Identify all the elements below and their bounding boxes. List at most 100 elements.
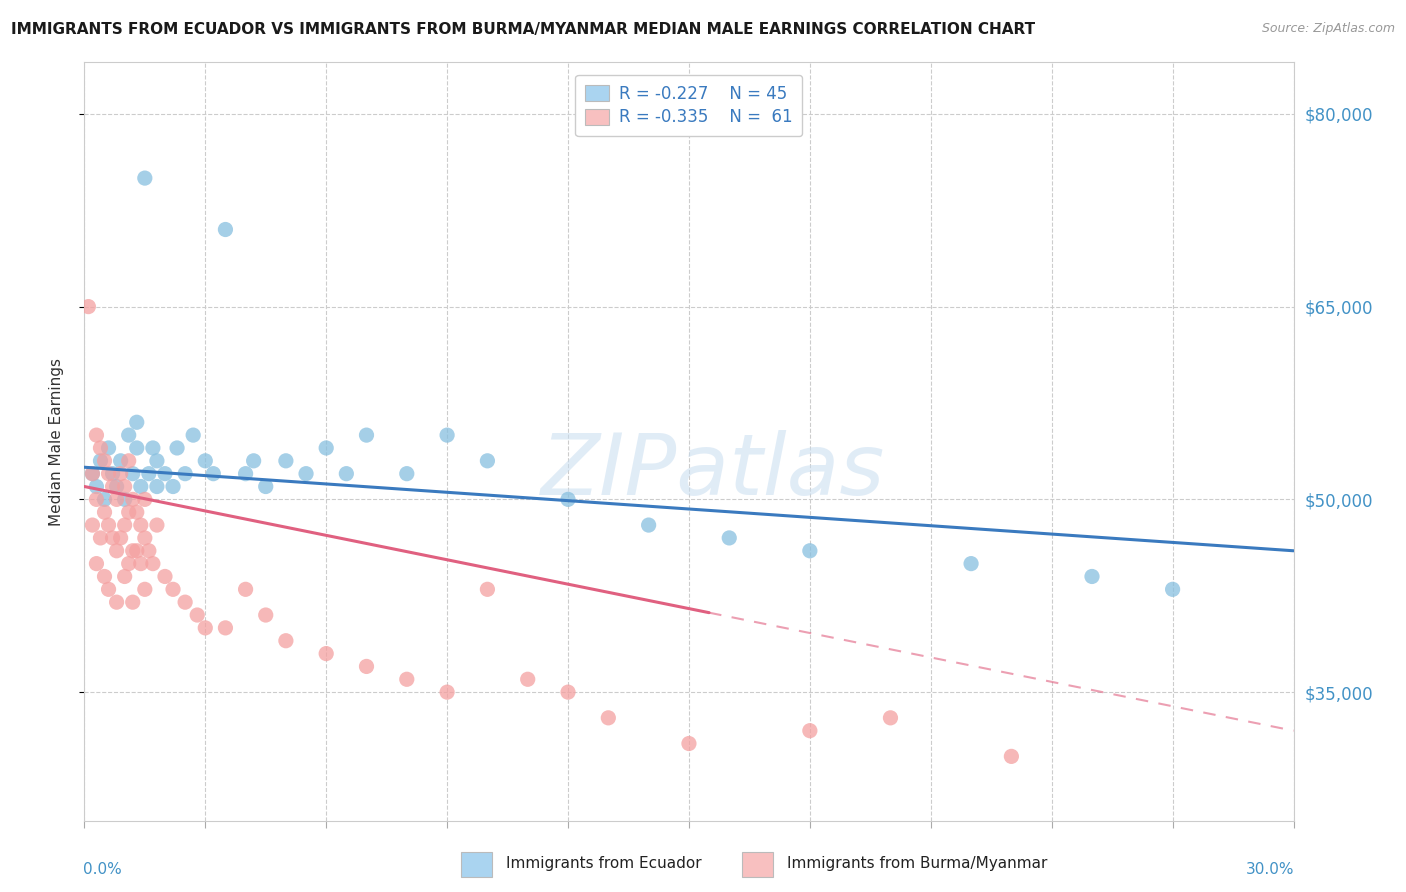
Point (125, 543, 148, 558)
Point (138, 543, 160, 558)
Point (516, 673, 538, 687)
Point (194, 454, 217, 468)
Point (125, 441, 148, 455)
Point (82, 467, 104, 481)
Text: ZIPatlas: ZIPatlas (541, 430, 886, 514)
Point (254, 479, 277, 493)
Point (118, 505, 141, 519)
Point (142, 441, 165, 455)
Point (799, 543, 821, 558)
Point (718, 531, 741, 545)
Point (142, 557, 165, 571)
Point (181, 428, 204, 442)
Point (114, 518, 136, 533)
Point (214, 621, 236, 635)
Point (395, 467, 418, 481)
Point (121, 543, 143, 558)
Point (89, 531, 111, 545)
Point (153, 569, 176, 583)
Point (162, 479, 184, 493)
Point (105, 543, 128, 558)
Point (134, 492, 156, 507)
Point (186, 607, 208, 622)
Text: Immigrants from Burma/Myanmar: Immigrants from Burma/Myanmar (787, 856, 1047, 871)
Text: Immigrants from Ecuador: Immigrants from Ecuador (506, 856, 702, 871)
Point (202, 467, 225, 481)
Point (82, 518, 104, 533)
Point (477, 454, 499, 468)
Point (129, 557, 152, 571)
Point (121, 595, 143, 609)
Point (235, 467, 257, 481)
Point (105, 479, 128, 493)
Point (110, 531, 132, 545)
Point (356, 659, 378, 673)
Point (97, 467, 120, 481)
Point (93, 569, 115, 583)
Point (89, 454, 111, 468)
Point (1161, 582, 1184, 597)
Point (110, 454, 132, 468)
Point (557, 492, 579, 507)
Point (295, 467, 318, 481)
Point (93, 454, 115, 468)
Point (114, 569, 136, 583)
Point (879, 711, 901, 725)
Point (93, 492, 115, 507)
Point (214, 222, 236, 236)
Text: Source: ZipAtlas.com: Source: ZipAtlas.com (1261, 22, 1395, 36)
Point (105, 492, 128, 507)
Point (174, 595, 197, 609)
Point (118, 454, 141, 468)
Point (77, 300, 100, 314)
Point (315, 647, 337, 661)
Point (436, 428, 458, 442)
Point (97, 582, 120, 597)
Point (960, 557, 983, 571)
Y-axis label: Median Male Earnings: Median Male Earnings (49, 358, 63, 525)
Point (125, 415, 148, 429)
Point (799, 723, 821, 738)
Point (395, 673, 418, 687)
Point (153, 467, 176, 481)
Text: IMMIGRANTS FROM ECUADOR VS IMMIGRANTS FROM BURMA/MYANMAR MEDIAN MALE EARNINGS CO: IMMIGRANTS FROM ECUADOR VS IMMIGRANTS FR… (11, 22, 1035, 37)
Point (477, 582, 499, 597)
Point (356, 428, 378, 442)
Point (86, 492, 108, 507)
Point (194, 621, 217, 635)
Point (82, 467, 104, 481)
Point (101, 531, 124, 545)
Point (146, 518, 169, 533)
Point (637, 518, 659, 533)
Point (146, 454, 169, 468)
Point (174, 467, 197, 481)
Point (97, 518, 120, 533)
Text: 30.0%: 30.0% (1246, 863, 1295, 878)
Point (1081, 569, 1104, 583)
Point (129, 479, 152, 493)
Point (105, 595, 128, 609)
Text: 0.0%: 0.0% (83, 863, 122, 878)
Point (97, 441, 120, 455)
Point (114, 492, 136, 507)
Point (118, 557, 141, 571)
Point (86, 557, 108, 571)
Point (93, 505, 115, 519)
Point (138, 467, 160, 481)
Point (254, 607, 277, 622)
Point (1000, 749, 1022, 764)
Point (86, 479, 108, 493)
Point (162, 582, 184, 597)
Point (678, 737, 700, 751)
Point (89, 441, 111, 455)
Point (166, 441, 188, 455)
Point (101, 479, 124, 493)
Point (436, 685, 458, 699)
Point (242, 454, 264, 468)
Point (315, 441, 337, 455)
Point (274, 454, 297, 468)
Point (235, 582, 257, 597)
Point (335, 467, 357, 481)
Point (134, 531, 156, 545)
Point (598, 711, 620, 725)
